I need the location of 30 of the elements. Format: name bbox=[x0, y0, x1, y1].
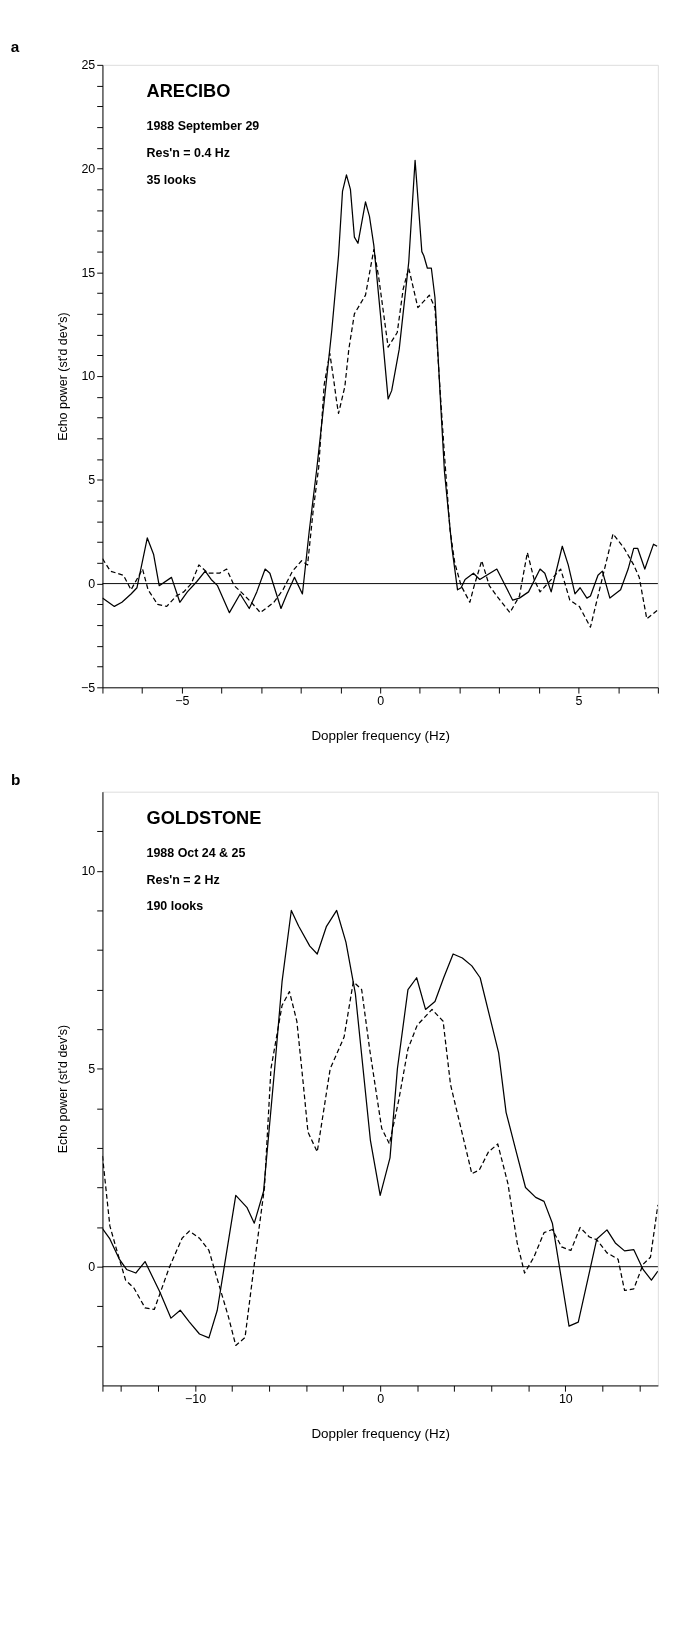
x-tick-label: 0 bbox=[377, 1392, 385, 1407]
x-tick-label: 5 bbox=[575, 694, 583, 709]
annotation: Res'n = 0.4 Hz bbox=[146, 145, 231, 160]
y-tick-label: 15 bbox=[81, 265, 96, 280]
annotation: 1988 Oct 24 & 25 bbox=[146, 845, 246, 860]
y-axis-title: Echo power (st'd dev's) bbox=[55, 312, 70, 441]
y-tick-label: −5 bbox=[81, 680, 96, 695]
y-tick-label: 20 bbox=[81, 161, 96, 176]
y-tick-label: 25 bbox=[81, 58, 96, 73]
annotation: 1988 September 29 bbox=[146, 118, 260, 133]
x-tick-label: 10 bbox=[558, 1392, 573, 1407]
chart-title: b bbox=[11, 771, 21, 789]
x-axis-title: Doppler frequency (Hz) bbox=[311, 1425, 450, 1441]
y-tick-label: 10 bbox=[81, 369, 96, 384]
y-tick-label: 0 bbox=[88, 576, 96, 591]
x-axis-title: Doppler frequency (Hz) bbox=[311, 727, 450, 743]
annotation: 35 looks bbox=[146, 172, 197, 187]
x-tick-label: −10 bbox=[184, 1392, 207, 1407]
y-tick-label: 10 bbox=[81, 864, 96, 879]
annotation: ARECIBO bbox=[146, 81, 231, 102]
annotation: 190 looks bbox=[146, 899, 204, 914]
y-axis-title: Echo power (st'd dev's) bbox=[56, 1024, 71, 1154]
y-tick-label: 0 bbox=[88, 1260, 96, 1274]
y-tick-label: 5 bbox=[88, 1062, 96, 1077]
x-tick-label: 0 bbox=[377, 694, 385, 709]
annotation: Res'n = 2 Hz bbox=[146, 872, 220, 887]
annotation: GOLDSTONE bbox=[146, 808, 262, 829]
chart-title: a bbox=[10, 38, 20, 56]
x-tick-label: −5 bbox=[175, 694, 190, 709]
y-tick-label: 5 bbox=[88, 473, 96, 488]
